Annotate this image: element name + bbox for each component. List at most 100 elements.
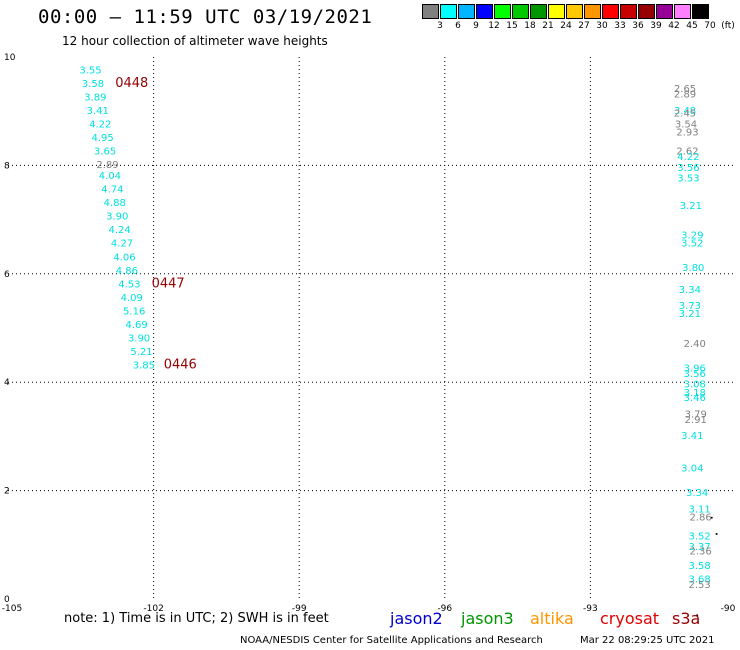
lon-tick-label: -96 [437,604,452,614]
swh-label: 3.34 [686,488,708,499]
swh-label: 2.45 [674,109,696,120]
scale-label: (ft) [721,21,735,31]
swh-label: 4.74 [101,185,123,196]
scale-swatch [674,4,691,19]
scale-swatch [566,4,583,19]
swh-label: 3.29 [681,231,703,242]
swh-label: 3.65 [94,147,116,158]
swh-label: 3.80 [682,263,704,274]
time-label: 0447 [152,276,185,291]
footnote: note: 1) Time is in UTC; 2) SWH is in fe… [64,611,329,626]
swh-label: 2.62 [676,147,698,158]
scale-label: 27 [578,21,590,31]
satellite-legend-item: cryosat [600,609,660,628]
scale-label: 36 [632,21,644,31]
swh-label: 4.09 [121,293,143,304]
swh-label: 2.86 [689,512,711,523]
lon-tick-label: -105 [2,604,22,614]
swh-label: 2.91 [685,415,707,426]
swh-label: 3.90 [106,212,128,223]
scale-label: 18 [524,21,536,31]
scale-label: 12 [488,21,500,31]
scale-label: 30 [596,21,608,31]
swh-label: 4.69 [125,320,147,331]
lon-tick-label: -99 [292,604,307,614]
swh-label: 3.56 [684,369,706,380]
swh-label: 3.56 [677,163,699,174]
island-mark [696,614,699,617]
scale-swatch [494,4,511,19]
swh-label: 4.95 [92,133,114,144]
scale-swatch [512,4,529,19]
swh-label: 2.93 [676,128,698,139]
scale-swatch [584,4,601,19]
scale-swatch [620,4,637,19]
lon-tick-label: -93 [583,604,598,614]
scale-swatch [656,4,673,19]
swh-label: 3.41 [681,431,703,442]
scale-label: 24 [560,21,572,31]
scale-swatch [530,4,547,19]
satellite-legend-item: altika [530,609,574,628]
time-label: 0448 [115,76,148,91]
satellite-legend-item: jason2 [390,609,443,628]
scale-label: 42 [668,21,680,31]
lat-tick-label: 8 [4,161,10,171]
swh-label: 4.27 [111,239,133,250]
swh-label: 3.41 [87,106,109,117]
swh-label: 3.04 [681,464,703,475]
scale-label: 3 [437,21,443,31]
swh-label: 2.36 [689,547,711,558]
swh-label: 3.08 [684,380,706,391]
swh-label: 2.53 [688,580,710,591]
island-mark [710,516,713,519]
scale-label: 15 [506,21,518,31]
swh-label: 4.24 [108,225,130,236]
swh-label: 3.68 [688,575,710,586]
swh-label: 3.46 [684,393,706,404]
lat-tick-label: 6 [4,270,10,280]
scale-swatch [638,4,655,19]
swh-label: 3.18 [684,388,706,399]
swh-label: 4.86 [116,266,138,277]
scale-label: 33 [614,21,626,31]
swh-label: 3.96 [684,363,706,374]
credit-line: NOAA/NESDIS Center for Satellite Applica… [240,635,543,646]
scale-swatch [476,4,493,19]
swh-label: 3.48 [674,106,696,117]
swh-label: 2.89 [96,160,118,171]
swh-label: 3.21 [679,309,701,320]
swh-label: 3.58 [688,561,710,572]
scale-label: 6 [455,21,461,31]
scale-label: 70 [704,21,716,31]
scale-swatch [692,4,709,19]
swh-label: 4.22 [89,119,111,130]
lat-tick-label: 2 [4,487,10,497]
swh-label: 4.22 [677,152,699,163]
island-mark [715,532,718,535]
swh-label: 3.79 [685,409,707,420]
color-scale-legend: 3 6 9 12 15 18 21 24 27 30 33 36 39 42 45 70 (ft) [422,4,738,36]
swh-label: 3.89 [84,92,106,103]
swh-label: 3.58 [82,79,104,90]
scale-swatch [548,4,565,19]
lon-tick-label: -102 [143,604,163,614]
swh-label: 3.85 [133,361,155,372]
swh-label: 3.54 [675,119,697,130]
scale-label: 45 [686,21,698,31]
swh-label: 3.34 [679,285,701,296]
swh-label: 3.53 [677,174,699,185]
swh-label: 4.88 [104,198,126,209]
swh-label: 2.65 [674,84,696,95]
swh-label: 3.55 [79,65,101,76]
lat-tick-label: 0 [4,595,10,605]
swh-label: 3.90 [128,334,150,345]
swh-label: 3.11 [688,504,710,515]
lat-tick-label: 4 [4,378,10,388]
scale-swatch [602,4,619,19]
swh-label: 3.21 [680,201,702,212]
swh-label: 3.37 [688,542,710,553]
swh-label: 5.16 [123,306,145,317]
swh-label: 5.21 [130,347,152,358]
